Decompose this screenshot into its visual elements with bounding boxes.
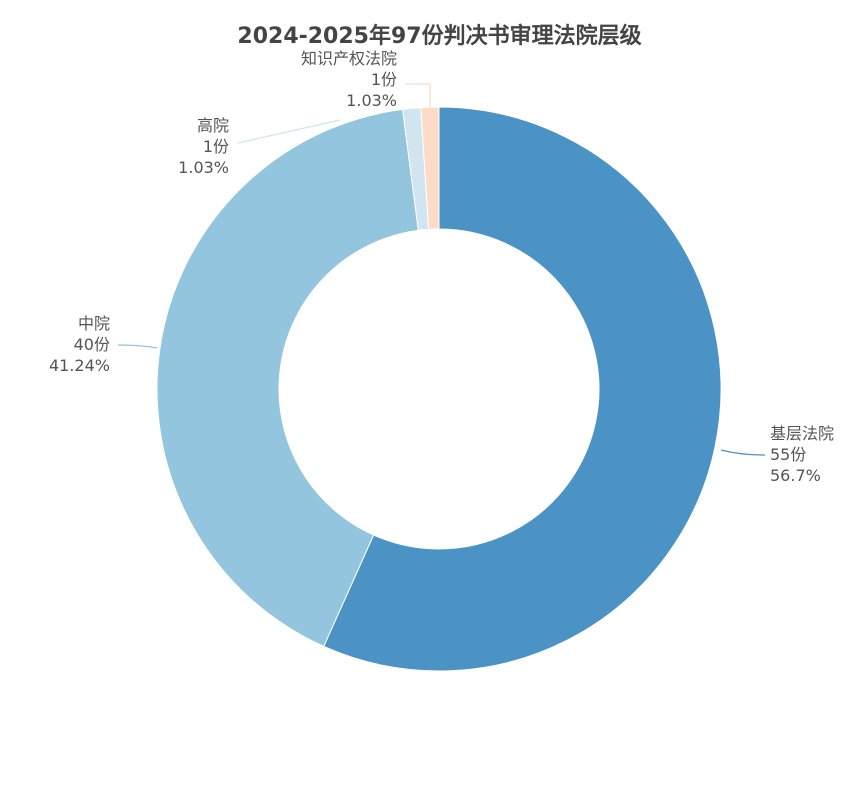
label-percent: 41.24% [48, 356, 110, 375]
label-ip-court: 知识产权法院 1份 1.03% [301, 48, 397, 111]
label-count: 55份 [770, 445, 807, 464]
label-name: 高院 [196, 116, 229, 135]
label-high-court: 高院 1份 1.03% [178, 115, 229, 178]
label-intermediate-court: 中院 40份 41.24% [49, 313, 110, 376]
label-name: 知识产权法院 [300, 49, 397, 68]
label-count: 1份 [202, 137, 229, 156]
slice-intermediate-court[interactable] [156, 108, 419, 648]
leader-basic-court [720, 449, 766, 456]
label-percent: 1.03% [178, 158, 229, 177]
leader-intermediate-court [117, 344, 158, 349]
label-count: 1份 [370, 70, 397, 89]
label-basic-court: 基层法院 55份 56.7% [770, 423, 834, 486]
slice-ip-court[interactable] [420, 106, 440, 230]
label-name: 基层法院 [770, 424, 835, 443]
chart-title: 2024-2025年97份判决书审理法院层级 [237, 24, 642, 49]
leader-ip-court [405, 83, 431, 107]
label-percent: 1.03% [346, 91, 397, 110]
label-name: 中院 [77, 314, 110, 333]
label-percent: 56.7% [770, 466, 821, 485]
leader-high-court [237, 119, 341, 144]
slice-basic-court[interactable] [323, 106, 722, 672]
label-count: 40份 [73, 335, 110, 354]
